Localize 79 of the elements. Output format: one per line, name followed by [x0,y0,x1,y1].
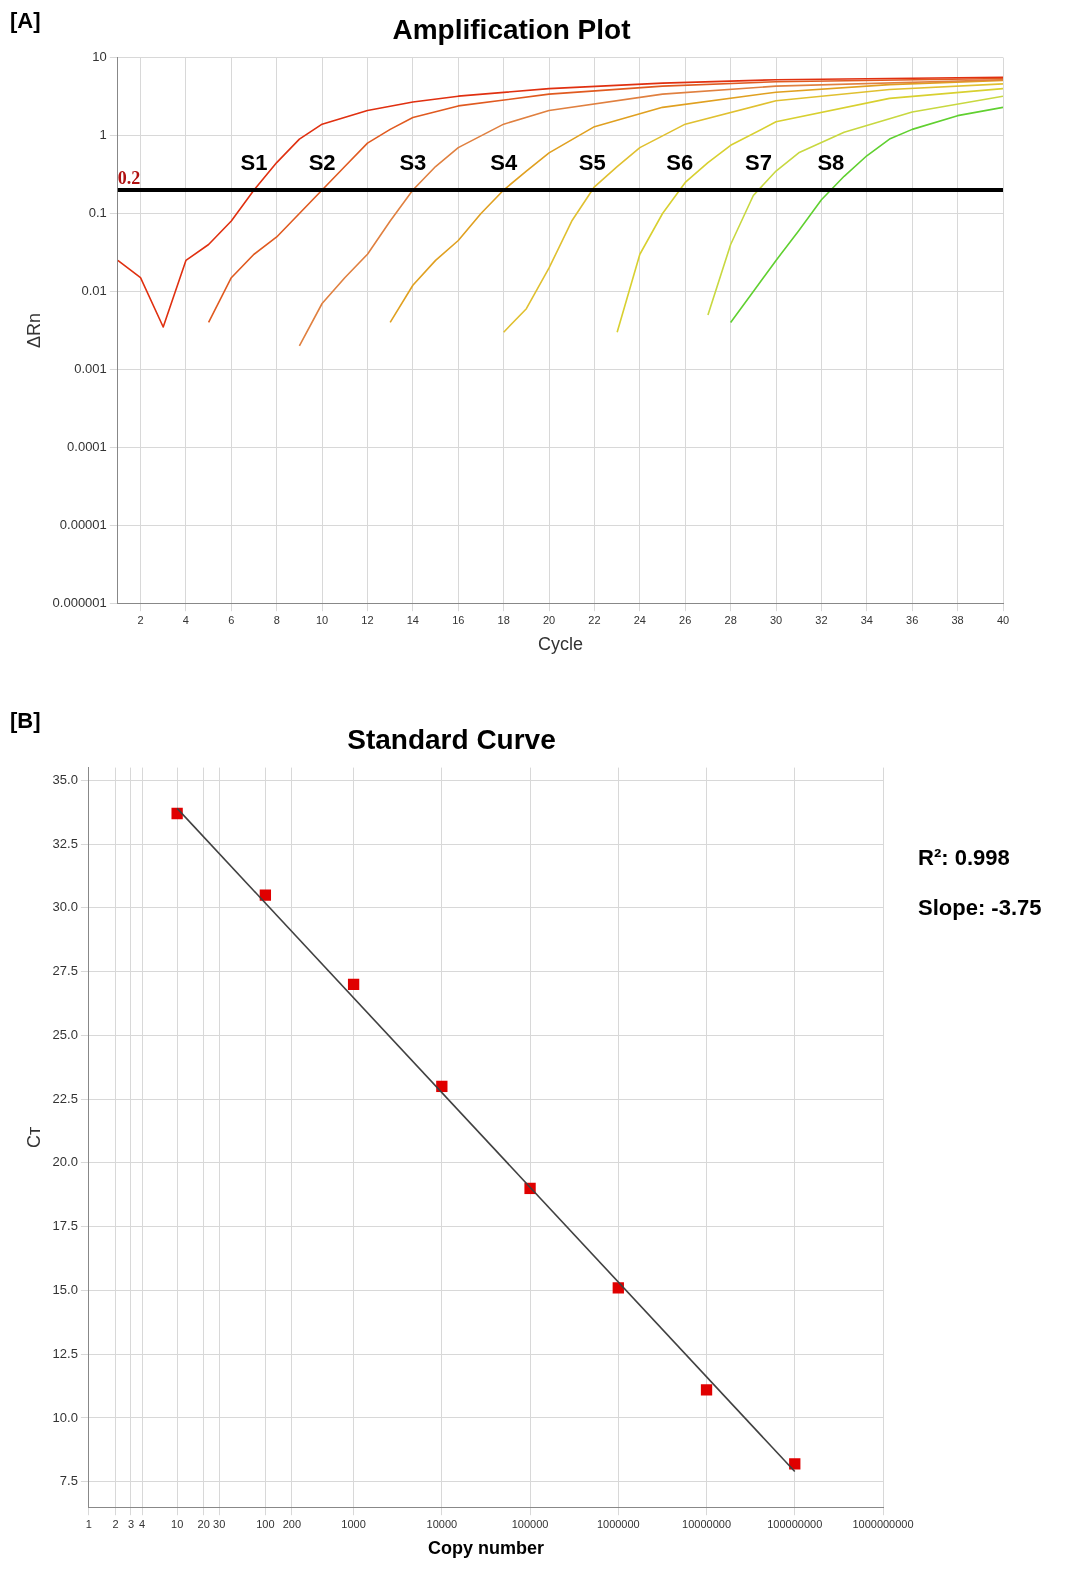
point [789,1458,801,1470]
y-axis-title: Cт [23,1126,44,1149]
y-tick-label: 20.0 [52,1154,78,1170]
point [347,978,360,991]
y-tick-label: 30.0 [52,899,78,915]
x-tick-label: 3 [127,1517,135,1530]
x-axis-title: Cycle [537,634,583,655]
y-tick-label: 35.0 [52,771,78,787]
y-tick-label: 0.001 [74,360,107,376]
x-tick-label: 20 [542,613,556,626]
chart-title: Amplification Plot [392,13,631,45]
x-tick-label: 32 [815,613,828,626]
x-tick-label: 38 [951,613,964,626]
series-label: S5 [578,150,606,176]
point [171,807,183,820]
x-tick-label: 1000000 [596,1517,640,1530]
x-tick-label: 4 [182,613,189,626]
y-tick-label: 17.5 [52,1218,78,1234]
ref-line-label: 0.2 [117,167,141,188]
x-tick-label: 2 [112,1517,119,1530]
y-tick-label: 0.000001 [52,594,107,610]
x-tick-label: 200 [282,1517,302,1530]
point [700,1384,713,1396]
series-label: S8 [817,150,845,176]
x-tick-label: 16 [452,613,465,626]
y-tick-label: 7.5 [59,1473,78,1489]
series-label: S3 [399,150,427,176]
x-tick-label: 4 [138,1517,146,1530]
y-tick-label: 1 [99,127,107,143]
y-tick-label: 25.0 [52,1026,78,1042]
x-tick-label: 22 [588,613,601,626]
x-tick-label: 6 [228,613,235,626]
x-tick-label: 10 [171,1517,184,1530]
x-tick-label: 100000 [511,1517,549,1530]
x-tick-label: 36 [906,613,919,626]
chart-title: Standard Curve [347,723,556,755]
x-tick-label: 1000000000 [852,1517,914,1530]
y-tick-label: 0.00001 [59,516,107,532]
text: [A] [10,8,41,34]
y-tick-label: 10 [92,49,107,65]
x-tick-label: 2 [137,613,144,626]
y-tick-label: 27.5 [52,963,78,979]
x-tick-label: 20 [197,1517,210,1530]
x-tick-label: 24 [633,613,646,626]
x-tick-label: 30 [769,613,783,626]
x-axis-title: Copy number [427,1538,544,1559]
y-axis-title: ΔRn [23,312,44,348]
x-tick-label: 10000000 [682,1517,732,1530]
x-tick-label: 28 [724,613,737,626]
y-tick-label: 10.0 [52,1409,78,1425]
y-tick-label: 0.1 [88,205,107,221]
text: Slope: -3.75 [918,895,1042,921]
x-tick-label: 8 [273,613,280,626]
y-tick-label: 15.0 [52,1282,78,1297]
x-tick-label: 1000 [341,1517,366,1530]
x-tick-label: 12 [361,613,374,626]
y-tick-label: 0.01 [81,283,107,299]
y-tick-label: 12.5 [52,1345,78,1361]
series-label: S6 [666,150,694,176]
series-label: S7 [744,150,772,176]
x-tick-label: 34 [860,613,873,626]
text: R²: 0.998 [918,845,1010,871]
series-label: S4 [490,150,518,176]
y-tick-label: 32.5 [52,835,78,851]
point [259,889,272,901]
x-tick-label: 26 [679,613,692,626]
x-tick-label: 18 [497,613,510,626]
x-tick-label: 30 [213,1517,226,1530]
text: [B] [10,708,41,734]
series-label: S2 [308,150,336,176]
x-tick-label: 100000000 [767,1517,823,1530]
x-tick-label: 100 [256,1517,275,1530]
y-tick-label: 0.0001 [67,438,107,454]
y-tick-label: 22.5 [52,1090,78,1106]
x-tick-label: 14 [406,613,420,626]
x-tick-label: 10 [315,613,329,626]
x-tick-label: 40 [996,613,1010,626]
x-tick-label: 10000 [426,1517,458,1530]
series-label: S1 [240,150,268,176]
